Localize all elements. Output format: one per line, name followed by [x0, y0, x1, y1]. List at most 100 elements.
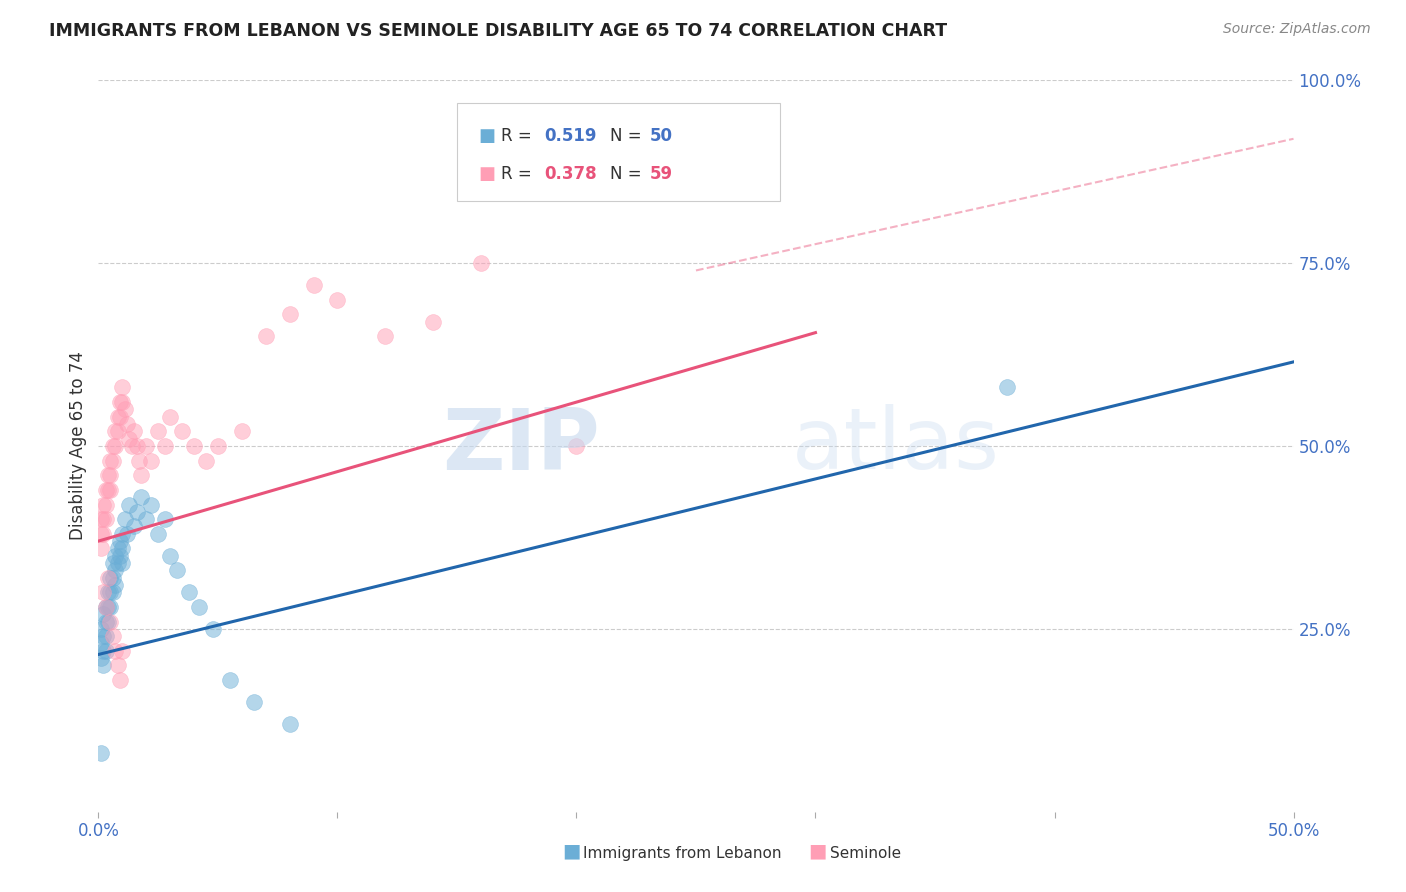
- Point: [278, 307, 301, 321]
- Point: [90, 512, 112, 526]
- Point: [128, 453, 150, 467]
- Text: 0.378: 0.378: [544, 165, 596, 183]
- Point: [111, 644, 134, 658]
- Point: [107, 425, 129, 439]
- Text: ■: ■: [808, 842, 827, 861]
- Point: [101, 439, 124, 453]
- Point: [104, 563, 127, 577]
- Point: [90, 622, 112, 636]
- Point: [155, 439, 177, 453]
- Point: [374, 329, 396, 343]
- Text: R =: R =: [501, 127, 537, 145]
- Point: [207, 439, 229, 453]
- Point: [104, 425, 127, 439]
- Point: [135, 439, 157, 453]
- Point: [111, 526, 134, 541]
- Point: [90, 636, 112, 650]
- Point: [94, 644, 117, 658]
- Point: [94, 498, 117, 512]
- Point: [326, 293, 349, 307]
- Point: [107, 556, 129, 570]
- Text: Immigrants from Lebanon: Immigrants from Lebanon: [583, 846, 782, 861]
- Point: [97, 483, 120, 497]
- Point: [104, 549, 127, 563]
- Text: IMMIGRANTS FROM LEBANON VS SEMINOLE DISABILITY AGE 65 TO 74 CORRELATION CHART: IMMIGRANTS FROM LEBANON VS SEMINOLE DISA…: [49, 22, 948, 40]
- Point: [101, 556, 124, 570]
- Text: R =: R =: [501, 165, 537, 183]
- Point: [104, 578, 127, 592]
- Point: [91, 658, 114, 673]
- Point: [97, 585, 120, 599]
- Text: ■: ■: [562, 842, 581, 861]
- Point: [98, 468, 122, 483]
- Text: Seminole: Seminole: [830, 846, 901, 861]
- Point: [231, 425, 253, 439]
- Point: [98, 599, 122, 614]
- Point: [94, 629, 117, 643]
- Point: [219, 673, 242, 687]
- Text: N =: N =: [610, 165, 647, 183]
- Text: Source: ZipAtlas.com: Source: ZipAtlas.com: [1223, 22, 1371, 37]
- Point: [107, 409, 129, 424]
- Point: [278, 717, 301, 731]
- Point: [91, 629, 114, 643]
- Point: [148, 425, 170, 439]
- Point: [202, 622, 225, 636]
- Point: [91, 585, 114, 599]
- Text: atlas: atlas: [792, 404, 1000, 488]
- Point: [101, 585, 124, 599]
- Point: [90, 746, 112, 760]
- Point: [98, 571, 122, 585]
- Point: [243, 695, 266, 709]
- Point: [118, 432, 141, 446]
- Point: [97, 571, 120, 585]
- Point: [179, 585, 201, 599]
- Point: [91, 512, 114, 526]
- Point: [90, 651, 112, 665]
- Point: [111, 395, 134, 409]
- Point: [90, 526, 112, 541]
- Text: N =: N =: [610, 127, 647, 145]
- Point: [565, 439, 588, 453]
- Point: [91, 526, 114, 541]
- Point: [104, 439, 127, 453]
- Point: [111, 541, 134, 556]
- Point: [104, 644, 127, 658]
- Text: 59: 59: [650, 165, 672, 183]
- Text: ■: ■: [478, 165, 495, 183]
- Point: [114, 402, 136, 417]
- Point: [97, 615, 120, 629]
- Point: [107, 541, 129, 556]
- Point: [115, 526, 138, 541]
- Point: [97, 599, 120, 614]
- Y-axis label: Disability Age 65 to 74: Disability Age 65 to 74: [69, 351, 87, 541]
- Point: [94, 599, 117, 614]
- Point: [995, 380, 1018, 394]
- Point: [254, 329, 277, 343]
- Point: [94, 599, 117, 614]
- Text: ZIP: ZIP: [443, 404, 600, 488]
- Point: [124, 425, 146, 439]
- Point: [131, 468, 153, 483]
- Point: [101, 571, 124, 585]
- Point: [187, 599, 209, 614]
- Point: [131, 490, 153, 504]
- Point: [135, 512, 157, 526]
- Point: [101, 629, 124, 643]
- Point: [108, 409, 131, 424]
- Point: [115, 417, 138, 431]
- Point: [101, 453, 124, 467]
- Point: [114, 512, 136, 526]
- Point: [183, 439, 205, 453]
- Point: [195, 453, 218, 467]
- Point: [159, 409, 181, 424]
- Point: [125, 505, 148, 519]
- Point: [108, 549, 131, 563]
- Point: [121, 439, 143, 453]
- Point: [98, 453, 122, 467]
- Point: [125, 439, 148, 453]
- Point: [94, 615, 117, 629]
- Point: [107, 658, 129, 673]
- Point: [166, 563, 188, 577]
- Point: [159, 549, 181, 563]
